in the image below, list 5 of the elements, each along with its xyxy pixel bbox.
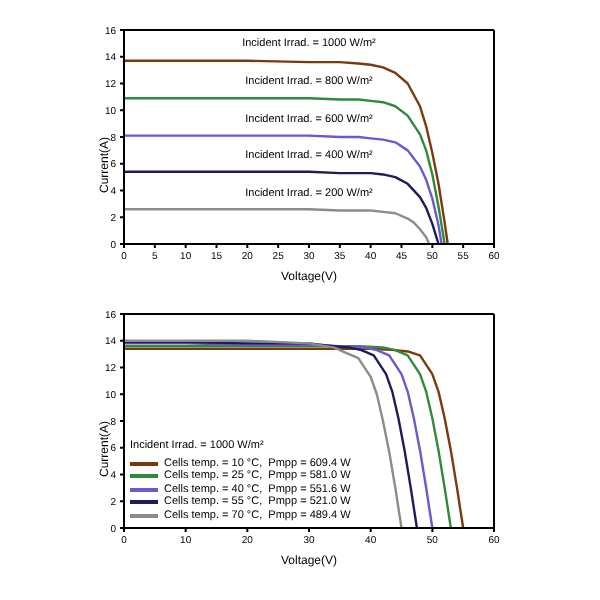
- line-series: [124, 208, 431, 244]
- line-series: [124, 59, 449, 244]
- line-series: [124, 170, 440, 244]
- line-series: [124, 134, 443, 244]
- line-series: [124, 97, 446, 244]
